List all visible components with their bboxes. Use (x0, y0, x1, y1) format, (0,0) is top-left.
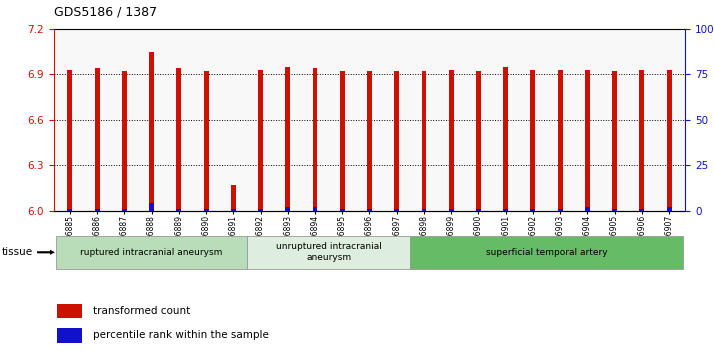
Bar (122, 209, 127, 211)
Bar (449, 70, 453, 211)
Bar (558, 70, 563, 211)
Bar (286, 207, 290, 211)
Bar (394, 209, 399, 211)
Bar (612, 209, 617, 211)
Bar (476, 72, 481, 211)
Bar (449, 209, 453, 211)
Bar (258, 209, 263, 211)
Bar (149, 203, 154, 211)
Bar (149, 52, 154, 211)
Text: unruptured intracranial
aneurysm: unruptured intracranial aneurysm (276, 242, 381, 262)
Bar (667, 70, 672, 211)
Bar (122, 72, 127, 211)
Text: percentile rank within the sample: percentile rank within the sample (93, 330, 268, 340)
Bar (667, 207, 672, 211)
Bar (231, 209, 236, 211)
Bar (286, 67, 290, 211)
Bar (640, 209, 644, 211)
Bar (558, 209, 563, 211)
Bar (176, 209, 181, 211)
Bar (231, 185, 236, 211)
Bar (503, 209, 508, 211)
Bar (585, 70, 590, 211)
Bar (531, 70, 536, 211)
Bar (411, 236, 683, 269)
Bar (612, 72, 617, 211)
Bar (247, 236, 411, 269)
Bar (95, 68, 99, 211)
Bar (340, 72, 345, 211)
Bar (313, 207, 318, 211)
Bar (95, 209, 99, 211)
Bar (258, 70, 263, 211)
Bar (503, 67, 508, 211)
Bar (585, 207, 590, 211)
Bar (476, 209, 481, 211)
Bar (340, 209, 345, 211)
Text: ruptured intracranial aneurysm: ruptured intracranial aneurysm (81, 248, 223, 257)
Bar (394, 72, 399, 211)
Text: superficial temporal artery: superficial temporal artery (486, 248, 608, 257)
Text: GDS5186 / 1387: GDS5186 / 1387 (54, 5, 156, 19)
Bar (56, 236, 247, 269)
Bar (67, 209, 72, 211)
Bar (67, 70, 72, 211)
Bar (421, 72, 426, 211)
Text: tissue: tissue (1, 247, 33, 257)
Bar (531, 209, 536, 211)
Bar (367, 72, 372, 211)
Bar (176, 68, 181, 211)
Bar (203, 72, 208, 211)
Bar (57, 304, 82, 318)
Bar (313, 68, 318, 211)
Bar (203, 209, 208, 211)
Bar (421, 209, 426, 211)
Bar (640, 70, 644, 211)
Text: transformed count: transformed count (93, 306, 190, 316)
Bar (367, 209, 372, 211)
Bar (57, 328, 82, 343)
